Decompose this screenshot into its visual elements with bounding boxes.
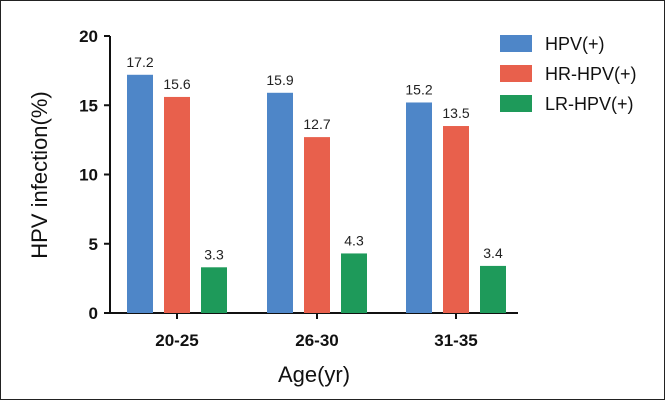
y-tick-label: 5	[89, 235, 98, 254]
bars	[127, 74, 506, 314]
legend-label: LR-HPV(+)	[545, 94, 634, 114]
x-ticks: 20-25 26-30 31-35	[155, 313, 478, 350]
y-tick-label: 0	[89, 304, 98, 323]
bar-HR-HPV(+)-31-35	[443, 126, 469, 314]
x-tick-label: 31-35	[434, 331, 477, 350]
y-axis-title: HPV infection(%)	[27, 91, 52, 259]
legend-label: HR-HPV(+)	[545, 64, 637, 84]
data-label: 12.7	[303, 116, 330, 132]
data-label: 15.2	[405, 81, 432, 97]
y-tick-label: 15	[79, 96, 98, 115]
bar-LR-HPV(+)-20-25	[201, 267, 227, 313]
legend: HPV(+) HR-HPV(+) LR-HPV(+)	[500, 34, 637, 114]
legend-swatch	[500, 65, 532, 82]
y-tick-label: 20	[79, 27, 98, 46]
data-label: 3.4	[483, 245, 503, 261]
legend-swatch	[500, 35, 532, 52]
data-label: 15.6	[163, 76, 190, 92]
bar-HPV(+)-31-35	[406, 102, 432, 313]
x-tick-label: 26-30	[295, 331, 338, 350]
legend-swatch	[500, 95, 532, 112]
bar-HR-HPV(+)-26-30	[304, 137, 330, 313]
data-label: 13.5	[442, 105, 469, 121]
data-labels: 17.2 15.6 3.3 15.9 12.7 4.3 15.2 13.5 3.4	[126, 54, 503, 263]
bar-LR-HPV(+)-26-30	[341, 253, 367, 313]
data-label: 17.2	[126, 54, 153, 70]
data-label: 3.3	[204, 246, 224, 262]
data-label: 15.9	[266, 72, 293, 88]
legend-label: HPV(+)	[545, 34, 605, 54]
bar-HPV(+)-20-25	[127, 74, 153, 313]
bar-HR-HPV(+)-20-25	[164, 96, 190, 313]
x-tick-label: 20-25	[155, 331, 198, 350]
y-tick-label: 10	[79, 166, 98, 185]
bar-LR-HPV(+)-31-35	[480, 265, 506, 313]
y-ticks: 0 5 10 15 20	[79, 27, 110, 323]
x-axis-title: Age(yr)	[278, 362, 350, 387]
data-label: 4.3	[344, 232, 364, 248]
bar-HPV(+)-26-30	[267, 92, 293, 313]
